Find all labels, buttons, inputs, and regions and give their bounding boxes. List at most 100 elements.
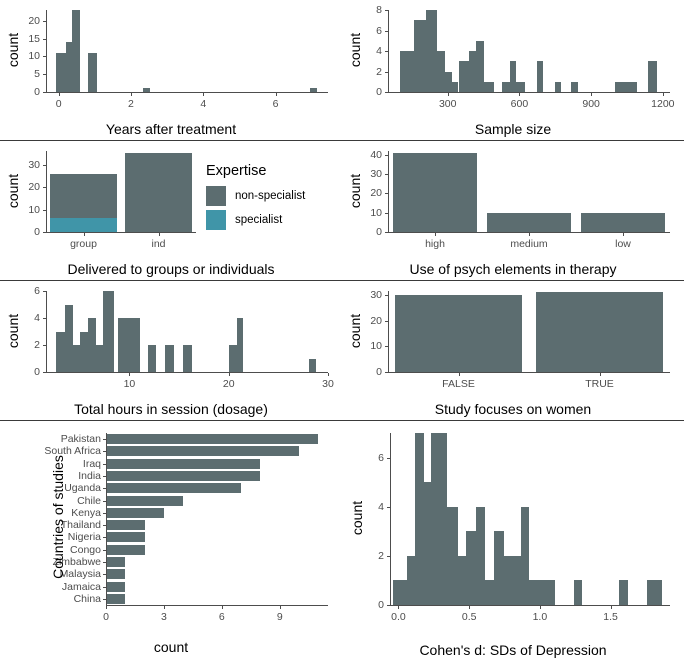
study-focus-women-y-tick: [385, 372, 388, 373]
years-after-treatment-y-tick-label: 20: [28, 14, 40, 27]
years-after-treatment-x-tick: [58, 93, 60, 96]
total-hours-dosage-y-tick-label: 4: [34, 312, 40, 324]
years-after-treatment-bar: [65, 42, 73, 92]
total-hours-dosage-plot-area: [46, 291, 328, 372]
total-hours-dosage-x-axis-line: [46, 372, 328, 374]
total-hours-dosage-y-tick-label: 6: [34, 285, 40, 297]
cohens-d-depression-y-axis-title: count: [349, 500, 365, 536]
sample-size-bar: [501, 81, 510, 92]
cohens-d-depression-y-tick-label: 2: [378, 549, 384, 562]
psych-elements-use-y-tick: [385, 154, 388, 156]
delivered-group-or-individual-bar-segment: [124, 153, 193, 232]
sample-size-plot: 0 2 4 6 8 300 600 900 1200 Sample size count: [342, 0, 684, 140]
sample-size-x-tick-label: 900: [582, 98, 600, 110]
sample-size-bar: [399, 51, 415, 92]
countries-of-studies-y-tick: [103, 439, 106, 441]
cohens-d-depression-x-tick: [610, 606, 612, 609]
total-hours-dosage-bar: [72, 345, 80, 372]
psych-elements-use-y-tick: [385, 232, 388, 233]
sample-size-bar: [483, 81, 495, 92]
cohens-d-depression-bar: [619, 580, 628, 605]
panel-row-4: Pakistan South Africa Iraq India Uganda Chile…: [0, 421, 684, 661]
years-after-treatment-y-tick: [43, 74, 46, 76]
sample-size-y-tick-label: 8: [376, 4, 382, 16]
study-focus-women-x-axis-title: Study focuses on women: [434, 401, 592, 417]
countries-of-studies-bar: [106, 593, 126, 604]
countries-of-studies-bar: [106, 495, 184, 506]
years-after-treatment-y-tick: [43, 38, 46, 40]
countries-of-studies-y-tick-label: Uganda: [64, 482, 101, 495]
delivered-group-or-individual-x-tick-label: group: [70, 238, 97, 250]
panel-years-after-treatment: 0 5 10 15 20 0 2 4 6 Years after treatment count: [0, 0, 342, 140]
cohens-d-depression-bar: [457, 555, 467, 605]
sample-size-bar: [537, 61, 544, 92]
sample-size-bar: [509, 61, 516, 92]
psych-elements-use-bar: [486, 212, 572, 232]
years-after-treatment-y-tick-label: 0: [34, 86, 40, 98]
sample-size-bar: [469, 51, 477, 92]
years-after-treatment-y-tick: [43, 20, 46, 22]
legend-item[interactable]: specialist: [206, 210, 305, 230]
study-focus-women-x-tick: [599, 373, 601, 376]
row-separator-2: [0, 280, 684, 281]
cohens-d-depression-bar: [475, 506, 486, 605]
countries-of-studies-y-axis-title: Countries of studies: [50, 455, 66, 579]
countries-of-studies-y-tick: [103, 586, 106, 588]
psych-elements-use-x-axis-title: Use of psych elements in therapy: [409, 261, 617, 277]
sample-size-x-tick-label: 600: [510, 98, 529, 110]
psych-elements-use-y-axis-line: [388, 151, 390, 232]
years-after-treatment-bar: [143, 88, 150, 92]
cohens-d-depression-bar: [573, 580, 583, 605]
countries-of-studies-y-tick-label: Thailand: [60, 519, 101, 532]
legend-swatch-specialist: [206, 210, 226, 230]
cohens-d-depression-plot: 0 2 4 6 0.0 0.5 1.0 1.5 Cohen's d: SDs of Depres…: [342, 421, 684, 661]
sample-size-bar: [648, 61, 657, 92]
sample-size-y-tick: [385, 71, 388, 73]
total-hours-dosage-bar: [228, 345, 237, 372]
sample-size-x-axis-line: [388, 92, 670, 94]
countries-of-studies-y-tick: [103, 525, 106, 527]
cohens-d-depression-y-tick: [387, 457, 390, 459]
psych-elements-use-bar: [392, 152, 478, 232]
years-after-treatment-bar: [72, 10, 81, 92]
total-hours-dosage-x-tick-label: 10: [123, 378, 136, 390]
delivered-group-or-individual-plot-area: [46, 151, 196, 232]
countries-of-studies-y-axis-line: [106, 433, 108, 605]
cohens-d-depression-bar: [392, 580, 407, 605]
cohens-d-depression-y-tick-label: 6: [378, 451, 384, 464]
countries-of-studies-y-tick: [103, 488, 106, 490]
psych-elements-use-y-tick-label: 20: [370, 187, 382, 200]
cohens-d-depression-bar: [446, 506, 458, 605]
delivered-group-or-individual-x-tick: [83, 233, 85, 236]
sample-size-bar: [555, 81, 562, 92]
countries-of-studies-y-tick: [103, 574, 106, 576]
legend-item-label: non-specialist: [235, 190, 306, 202]
psych-elements-use-y-tick: [385, 174, 388, 176]
cohens-d-depression-x-tick-label: 1.0: [532, 611, 548, 623]
sample-size-y-axis-title: count: [347, 32, 363, 68]
cohens-d-depression-y-tick: [387, 555, 390, 557]
years-after-treatment-x-tick-label: 4: [200, 98, 207, 110]
cohens-d-depression-y-tick-label: 4: [378, 500, 384, 513]
total-hours-dosage-x-tick: [228, 373, 230, 376]
cohens-d-depression-x-tick: [539, 606, 541, 609]
countries-of-studies-bar: [106, 520, 145, 531]
legend-swatch-non-specialist: [206, 186, 226, 206]
delivered-group-or-individual-x-axis-title: Delivered to groups or individuals: [67, 261, 275, 277]
study-focus-women-y-tick-label: 10: [370, 340, 382, 353]
countries-of-studies-x-tick-label: 6: [218, 611, 225, 623]
legend-item[interactable]: non-specialist: [206, 186, 305, 206]
psych-elements-use-x-tick: [529, 233, 530, 236]
psych-elements-use-y-tick: [385, 212, 388, 214]
sample-size-y-tick-label: 6: [376, 24, 382, 37]
countries-of-studies-plot-area: [106, 433, 328, 605]
study-focus-women-x-axis-line: [388, 372, 670, 374]
cohens-d-depression-y-axis-line: [390, 433, 392, 605]
total-hours-dosage-plot: 0 2 4 6 10 20 30 Total hours in session (dosage…: [0, 281, 342, 420]
psych-elements-use-x-axis-line: [388, 232, 670, 234]
cohens-d-depression-bar: [415, 433, 424, 605]
sample-size-y-tick-label: 4: [376, 45, 382, 57]
countries-of-studies-y-tick: [103, 598, 106, 600]
panel-countries-of-studies: Pakistan South Africa Iraq India Uganda Chile…: [0, 421, 342, 661]
cohens-d-depression-bar: [529, 580, 556, 605]
